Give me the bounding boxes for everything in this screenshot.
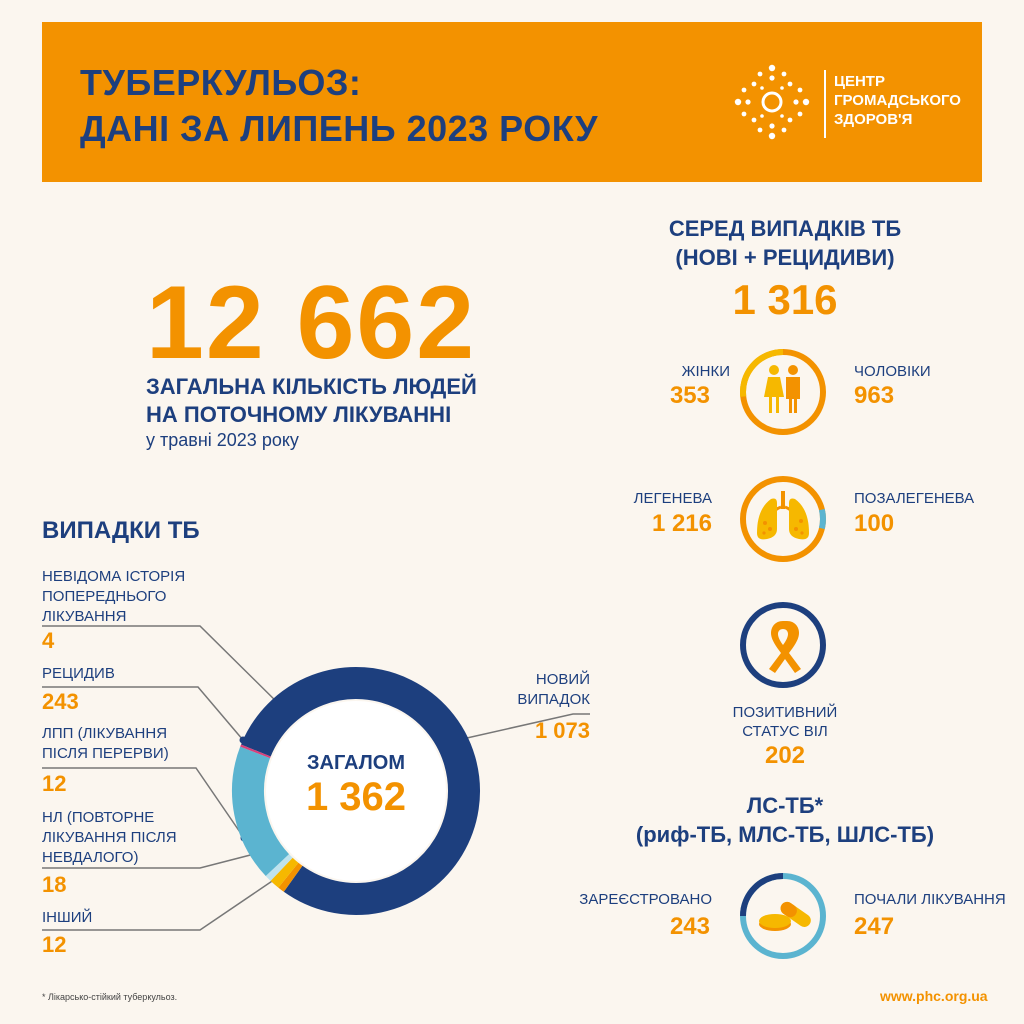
page-title-line1: ТУБЕРКУЛЬОЗ: xyxy=(80,62,362,103)
category-unknown-label: НЕВІДОМА ІСТОРІЯ ПОПЕРЕДНЬОГО ЛІКУВАННЯ xyxy=(42,568,186,625)
category-other-label: ІНШИЙ xyxy=(42,909,93,926)
donut-total-value: 1 362 xyxy=(305,775,407,819)
category-new-value: 1 073 xyxy=(534,718,590,743)
category-failure-label: НЛ (ПОВТОРНЕ ЛІКУВАННЯ ПІСЛЯ НЕВДАЛОГО) xyxy=(42,809,177,866)
donut-segment-0 xyxy=(241,667,480,915)
registered-label: ЗАРЕЄСТРОВАНО xyxy=(579,891,712,908)
donut-total-label: ЗАГАЛОМ xyxy=(307,752,405,774)
category-new-label: НОВИЙ ВИПАДОК xyxy=(517,671,590,708)
pulmonary-value: 1 216 xyxy=(651,510,712,537)
cases-donut-chart xyxy=(232,667,480,915)
logo-divider xyxy=(824,70,826,138)
logo-text-line3: ЗДОРОВ'Я xyxy=(834,111,913,128)
pills-icon xyxy=(740,873,826,959)
category-ltfu-value: 12 xyxy=(42,771,67,796)
started-label: ПОЧАЛИ ЛІКУВАННЯ xyxy=(854,891,1006,908)
started-value: 247 xyxy=(854,913,895,940)
footnote: * Лікарсько-стійкий туберкульоз. xyxy=(42,992,178,1002)
women-value: 353 xyxy=(669,382,710,409)
donut-segment-5 xyxy=(240,744,271,759)
category-unknown-value: 4 xyxy=(42,628,55,653)
right-title-line2: (НОВІ + РЕЦИДИВИ) xyxy=(675,245,895,270)
donut-center xyxy=(266,701,446,881)
header-banner: ТУБЕРКУЛЬОЗ: ДАНІ ЗА ЛИПЕНЬ 2023 РОКУ ЦЕ… xyxy=(42,22,982,182)
women-label: ЖІНКИ xyxy=(681,363,730,380)
logo-text-line2: ГРОМАДСЬКОГО xyxy=(834,92,961,109)
pulmonary-label: ЛЕГЕНЕВА xyxy=(633,490,712,507)
men-value: 963 xyxy=(854,382,895,409)
drtb-title: ЛС-ТБ* xyxy=(746,793,824,818)
page-title-line2: ДАНІ ЗА ЛИПЕНЬ 2023 РОКУ xyxy=(80,108,598,149)
right-title-line1: СЕРЕД ВИПАДКІВ ТБ xyxy=(668,216,902,241)
men-label: ЧОЛОВІКИ xyxy=(854,363,931,380)
donut-segment-1 xyxy=(278,862,303,892)
drtb-subtitle: (риф-ТБ, МЛС-ТБ, ШЛС-ТБ) xyxy=(635,822,935,847)
people-icon xyxy=(740,349,826,435)
website-link[interactable]: www.phc.org.ua xyxy=(880,988,988,1004)
hiv-value: 202 xyxy=(764,742,806,769)
hiv-label-line2: СТАТУС ВІЛ xyxy=(742,723,828,740)
category-relapse-label: РЕЦИДИВ xyxy=(42,665,115,682)
treatment-caption-line1: ЗАГАЛЬНА КІЛЬКІСТЬ ЛЮДЕЙ xyxy=(146,374,477,399)
category-failure-value: 18 xyxy=(42,872,67,897)
logo-text-line1: ЦЕНТР xyxy=(834,73,885,90)
phc-dotted-circle-icon xyxy=(734,64,810,140)
donut-segment-3 xyxy=(265,854,293,881)
donut-segment-4 xyxy=(232,746,290,877)
treatment-caption-line2: НА ПОТОЧНОМУ ЛІКУВАННІ xyxy=(146,402,452,427)
hiv-label-line1: ПОЗИТИВНИЙ xyxy=(732,704,838,721)
donut-segment-2 xyxy=(270,857,299,888)
category-other-value: 12 xyxy=(42,932,67,957)
cases-title: ВИПАДКИ ТБ xyxy=(42,517,200,544)
registered-value: 243 xyxy=(669,913,710,940)
lungs-icon xyxy=(740,476,826,562)
treatment-subcaption: у травні 2023 року xyxy=(146,430,299,450)
extrapulmonary-label: ПОЗАЛЕГЕНЕВА xyxy=(854,490,975,507)
category-ltfu-label: ЛПП (ЛІКУВАННЯ ПІСЛЯ ПЕРЕРВИ) xyxy=(42,725,169,762)
category-relapse-value: 243 xyxy=(42,689,79,714)
treatment-total-value: 12 662 xyxy=(146,265,477,381)
extrapulmonary-value: 100 xyxy=(854,510,895,537)
ribbon-icon xyxy=(740,602,826,688)
right-total-value: 1 316 xyxy=(732,276,838,323)
